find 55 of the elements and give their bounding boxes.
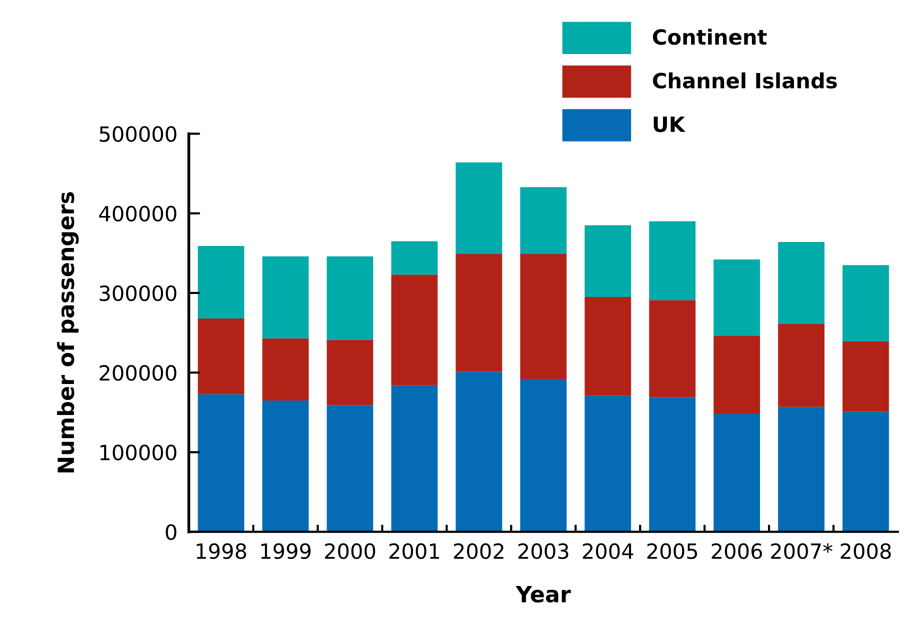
bar [520,378,567,532]
bar [778,324,824,407]
bar [456,372,502,532]
bar [520,187,567,254]
bar [391,241,438,275]
bar [198,394,244,532]
y-tick-label: 0 [166,524,176,540]
x-tick-label: 1999 [261,543,311,560]
bar [520,254,567,379]
bar [584,396,632,532]
bar [198,318,244,394]
x-tick-label: 2002 [454,543,504,560]
bar [714,260,760,336]
bar [262,338,309,400]
bar [584,296,632,396]
y-axis-title: Number of passengers [57,192,79,472]
bar [649,300,696,398]
x-tick-label: 2008 [840,543,891,560]
bar [714,414,760,532]
bar [326,340,374,406]
bar [391,385,438,532]
x-tick-label: 2005 [647,543,698,560]
y-tick-label: 100000 [100,444,176,460]
x-tick-label: 2006 [712,543,762,560]
bar [456,162,502,254]
bar [326,405,374,532]
y-tick-label: 300000 [100,285,176,302]
bar [391,274,438,386]
bar [714,336,760,414]
x-axis-title: Year [516,586,571,603]
bar [842,265,889,342]
bar [649,221,696,300]
bar [842,412,889,532]
y-tick-label: 500000 [100,126,176,142]
y-tick-label: 400000 [99,206,176,222]
legend-label: UK [654,116,686,132]
bar [198,246,244,318]
x-tick-label: 1998 [196,543,246,560]
bar [456,254,502,372]
legend-label: Channel Islands [652,72,837,89]
x-tick-label: 2003 [518,543,568,560]
bar [649,397,696,532]
bar [584,225,632,297]
bar [262,400,309,532]
y-tick-label: 200000 [100,365,176,381]
x-tick-label: 2004 [582,543,634,560]
x-tick-label: 2000 [324,543,376,560]
legend-label: Continent [652,28,767,45]
bar [778,406,824,532]
x-tick-label: 2001 [389,543,440,560]
x-tick-label: 2007* [771,543,832,560]
bar [842,342,889,412]
bar [778,242,824,324]
bar [326,256,374,340]
bar [262,256,309,338]
